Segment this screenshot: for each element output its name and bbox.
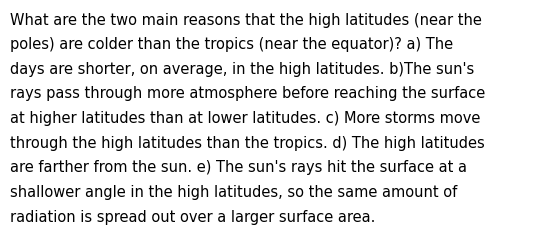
Text: rays pass through more atmosphere before reaching the surface: rays pass through more atmosphere before… (10, 86, 485, 101)
Text: days are shorter, on average, in the high latitudes. b)The sun's: days are shorter, on average, in the hig… (10, 62, 474, 76)
Text: poles) are colder than the tropics (near the equator)? a) The: poles) are colder than the tropics (near… (10, 37, 453, 52)
Text: through the high latitudes than the tropics. d) The high latitudes: through the high latitudes than the trop… (10, 135, 485, 150)
Text: radiation is spread out over a larger surface area.: radiation is spread out over a larger su… (10, 209, 376, 224)
Text: at higher latitudes than at lower latitudes. c) More storms move: at higher latitudes than at lower latitu… (10, 111, 480, 125)
Text: shallower angle in the high latitudes, so the same amount of: shallower angle in the high latitudes, s… (10, 184, 458, 199)
Text: What are the two main reasons that the high latitudes (near the: What are the two main reasons that the h… (10, 13, 482, 27)
Text: are farther from the sun. e) The sun's rays hit the surface at a: are farther from the sun. e) The sun's r… (10, 160, 467, 174)
